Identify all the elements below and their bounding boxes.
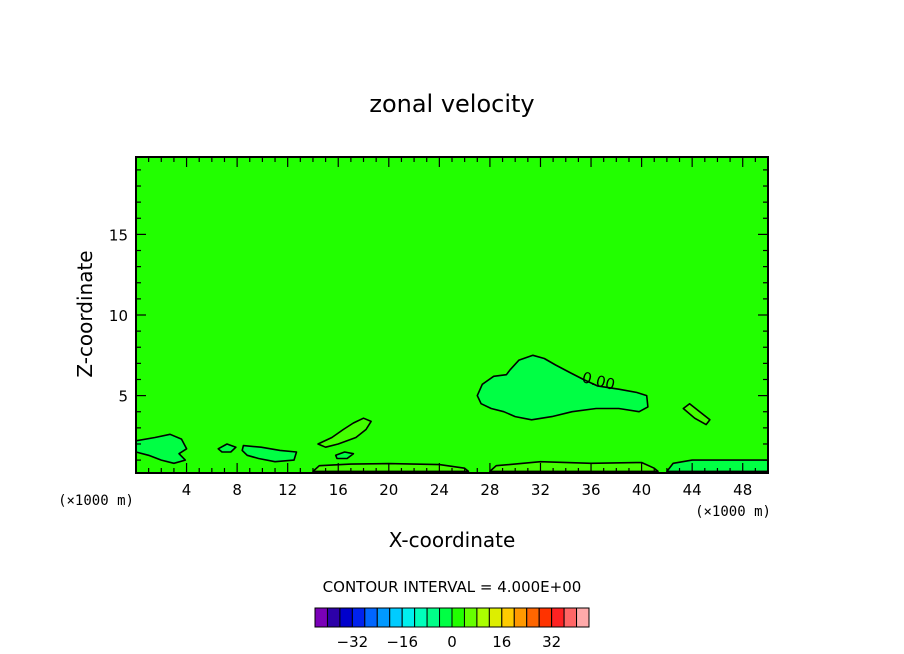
x-tick-label: 20 xyxy=(379,481,398,499)
colorbar-swatch xyxy=(513,607,528,628)
y-tick-label: 10 xyxy=(109,307,128,325)
colorbar-swatch xyxy=(476,607,490,628)
region-negative-left xyxy=(135,433,188,465)
colorbar-tick-label: −16 xyxy=(386,633,418,651)
colorbar-swatch xyxy=(326,607,341,628)
x-unit-label-right: (×1000 m) xyxy=(695,504,771,520)
colorbar-swatch xyxy=(451,607,465,628)
colorbar-swatch xyxy=(401,607,416,628)
x-tick-label: 28 xyxy=(480,481,499,499)
colorbar-tick-label: 16 xyxy=(492,633,511,651)
colorbar-swatch xyxy=(376,607,391,628)
x-unit-label-left: (×1000 m) xyxy=(58,493,134,509)
colorbar-swatch xyxy=(551,607,565,628)
colorbar-swatch xyxy=(526,607,540,628)
x-tick-label: 48 xyxy=(733,481,752,499)
contour-regions xyxy=(135,354,769,473)
colorbar-swatch xyxy=(576,607,590,628)
colorbar-swatch xyxy=(439,607,453,628)
colorbar-swatch xyxy=(501,607,515,628)
y-tick-label: 5 xyxy=(118,388,128,406)
colorbar: −32 −16 0 16 32 xyxy=(314,607,590,651)
region-positive-3 xyxy=(312,462,470,473)
colorbar-swatch xyxy=(339,607,353,628)
region-positive-1 xyxy=(317,417,372,449)
x-tick-label: 32 xyxy=(531,481,550,499)
colorbar-swatch xyxy=(364,607,378,628)
x-axis-label: X-coordinate xyxy=(389,528,516,552)
field-background xyxy=(136,157,768,473)
colorbar-swatch xyxy=(414,607,428,628)
x-tick-label: 40 xyxy=(632,481,651,499)
colorbar-swatch xyxy=(488,607,503,628)
x-tick-label: 36 xyxy=(581,481,600,499)
chart-title: zonal velocity xyxy=(369,90,534,118)
colorbar-swatch xyxy=(463,607,478,628)
colorbar-swatch xyxy=(426,607,441,628)
region-negative-large xyxy=(476,354,649,421)
y-axis-label: Z-coordinate xyxy=(73,250,97,377)
x-tick-label: 44 xyxy=(683,481,702,499)
region-negative-small-3 xyxy=(334,451,355,460)
colorbar-swatch xyxy=(351,607,366,628)
region-positive-2 xyxy=(682,402,711,426)
region-negative-small-2 xyxy=(241,444,298,463)
colorbar-tick-label: 0 xyxy=(447,633,457,651)
region-negative-small-1 xyxy=(217,443,237,453)
contour-interval-label: CONTOUR INTERVAL = 4.000E+00 xyxy=(323,578,582,596)
colorbar-swatch xyxy=(563,607,578,628)
colorbar-tick-label: 32 xyxy=(542,633,561,651)
colorbar-tick-label: −32 xyxy=(337,633,369,651)
colorbar-swatch xyxy=(314,607,328,628)
x-tick-label: 12 xyxy=(278,481,297,499)
x-tick-label: 8 xyxy=(232,481,242,499)
x-tick-label: 24 xyxy=(430,481,449,499)
y-tick-label: 15 xyxy=(109,226,128,244)
x-tick-label: 4 xyxy=(182,481,192,499)
x-tick-label: 16 xyxy=(329,481,348,499)
colorbar-swatch xyxy=(538,607,553,628)
velocity-field xyxy=(136,157,768,473)
colorbar-swatch xyxy=(389,607,403,628)
